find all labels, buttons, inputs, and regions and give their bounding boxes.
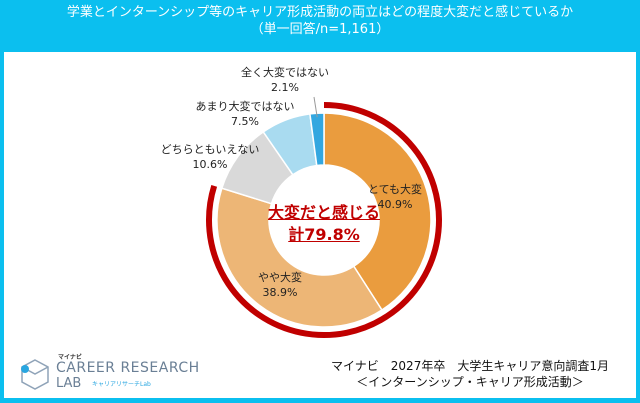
- slice-4: [309, 112, 325, 167]
- label-amari: あまり大変ではない 7.5%: [185, 99, 305, 129]
- source-line2: ＜インターンシップ・キャリア形成活動＞: [356, 375, 584, 389]
- highlight-total: 大変だと感じる 計79.8%: [260, 202, 388, 246]
- logo-sub: キャリアリサーチLab: [92, 381, 151, 388]
- source-line1: マイナビ 2027年卒 大学生キャリア意向調査1月: [331, 359, 609, 373]
- label-name: やや大変: [258, 271, 302, 284]
- label-dochira: どちらともいえない 10.6%: [155, 142, 265, 172]
- label-value: 2.1%: [271, 81, 299, 94]
- logo-line2: LAB: [56, 376, 82, 391]
- chart-title: 学業とインターンシップ等のキャリア形成活動の両立はどの程度大変だと感じているか …: [0, 4, 640, 38]
- source-note: マイナビ 2027年卒 大学生キャリア意向調査1月 ＜インターンシップ・キャリア…: [320, 358, 620, 390]
- label-value: 40.9%: [377, 198, 413, 211]
- logo-line1: CAREER RESEARCH: [56, 360, 200, 376]
- label-value: 7.5%: [231, 115, 259, 128]
- slice-1: [216, 187, 383, 328]
- slice-0: [323, 112, 432, 312]
- label-name: 全く大変ではない: [241, 66, 329, 79]
- label-name: どちらともいえない: [160, 143, 260, 156]
- highlight-line1: 大変だと感じる: [267, 203, 380, 222]
- leader-line: [313, 96, 318, 118]
- label-yaya: やや大変 38.9%: [240, 270, 320, 300]
- cube-logo-icon: [21, 359, 49, 390]
- label-name: あまり大変ではない: [195, 100, 295, 113]
- subtitle-line: （単一回答/n=1,161）: [250, 22, 390, 37]
- logo-brand: マイナビ: [58, 354, 82, 361]
- label-totemo: とても大変 40.9%: [355, 182, 435, 212]
- highlight-line2: 計79.8%: [288, 225, 360, 244]
- chart-panel: [4, 52, 636, 398]
- career-research-lab-logo: マイナビ CAREER RESEARCH LAB キャリアリサーチLab: [18, 354, 218, 394]
- title-line: 学業とインターンシップ等のキャリア形成活動の両立はどの程度大変だと感じているか: [66, 5, 574, 20]
- highlight-arc: [206, 102, 442, 338]
- label-mattaku: 全く大変ではない 2.1%: [225, 65, 345, 95]
- label-value: 38.9%: [262, 286, 298, 299]
- label-value: 10.6%: [192, 158, 228, 171]
- label-name: とても大変: [367, 183, 423, 196]
